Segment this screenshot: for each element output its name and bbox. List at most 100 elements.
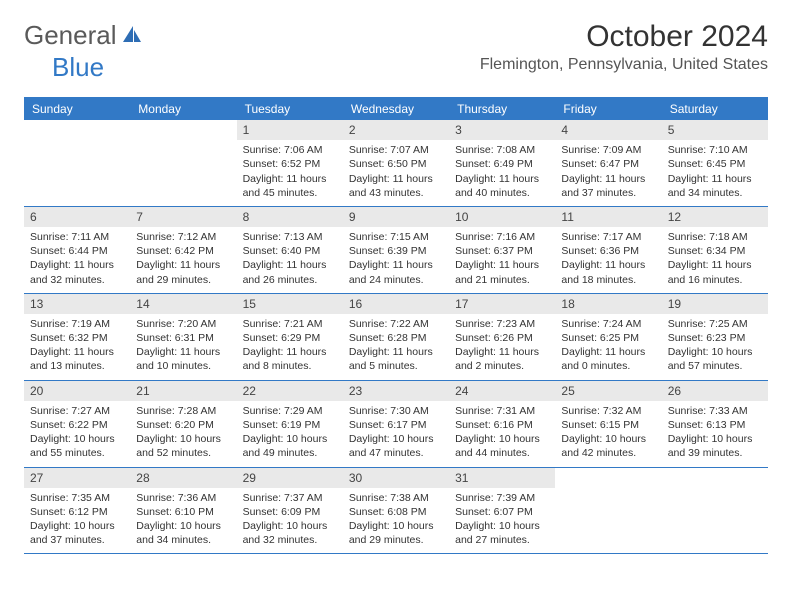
month-title: October 2024 — [480, 20, 768, 54]
sunset-text: Sunset: 6:17 PM — [349, 418, 443, 432]
sunrise-text: Sunrise: 7:06 AM — [243, 143, 337, 157]
cell-body: Sunrise: 7:25 AMSunset: 6:23 PMDaylight:… — [662, 314, 768, 380]
calendar-cell: 19Sunrise: 7:25 AMSunset: 6:23 PMDayligh… — [662, 294, 768, 380]
calendar-cell — [24, 120, 130, 206]
sunset-text: Sunset: 6:31 PM — [136, 331, 230, 345]
sunrise-text: Sunrise: 7:08 AM — [455, 143, 549, 157]
logo: General — [24, 20, 143, 51]
sunset-text: Sunset: 6:10 PM — [136, 505, 230, 519]
cell-body: Sunrise: 7:33 AMSunset: 6:13 PMDaylight:… — [662, 401, 768, 467]
week-row: 27Sunrise: 7:35 AMSunset: 6:12 PMDayligh… — [24, 468, 768, 555]
calendar-cell: 24Sunrise: 7:31 AMSunset: 6:16 PMDayligh… — [449, 381, 555, 467]
day-number: 12 — [662, 207, 768, 227]
day-number: 21 — [130, 381, 236, 401]
calendar-cell: 22Sunrise: 7:29 AMSunset: 6:19 PMDayligh… — [237, 381, 343, 467]
day-number: 11 — [555, 207, 661, 227]
cell-body: Sunrise: 7:07 AMSunset: 6:50 PMDaylight:… — [343, 140, 449, 206]
sunset-text: Sunset: 6:34 PM — [668, 244, 762, 258]
sunset-text: Sunset: 6:23 PM — [668, 331, 762, 345]
day-header-fri: Friday — [555, 98, 661, 120]
day-number: 1 — [237, 120, 343, 140]
day-number: 8 — [237, 207, 343, 227]
daylight-text: Daylight: 11 hours and 45 minutes. — [243, 172, 337, 200]
sunrise-text: Sunrise: 7:09 AM — [561, 143, 655, 157]
logo-sail-icon — [121, 24, 143, 44]
sunrise-text: Sunrise: 7:10 AM — [668, 143, 762, 157]
sunset-text: Sunset: 6:09 PM — [243, 505, 337, 519]
cell-body: Sunrise: 7:29 AMSunset: 6:19 PMDaylight:… — [237, 401, 343, 467]
calendar-cell — [662, 468, 768, 554]
sunset-text: Sunset: 6:52 PM — [243, 157, 337, 171]
sunset-text: Sunset: 6:22 PM — [30, 418, 124, 432]
day-header-mon: Monday — [130, 98, 236, 120]
daylight-text: Daylight: 11 hours and 5 minutes. — [349, 345, 443, 373]
daylight-text: Daylight: 10 hours and 42 minutes. — [561, 432, 655, 460]
day-number: 9 — [343, 207, 449, 227]
sunrise-text: Sunrise: 7:18 AM — [668, 230, 762, 244]
sunset-text: Sunset: 6:29 PM — [243, 331, 337, 345]
sunset-text: Sunset: 6:36 PM — [561, 244, 655, 258]
daylight-text: Daylight: 10 hours and 29 minutes. — [349, 519, 443, 547]
sunrise-text: Sunrise: 7:15 AM — [349, 230, 443, 244]
cell-body: Sunrise: 7:17 AMSunset: 6:36 PMDaylight:… — [555, 227, 661, 293]
day-number: 7 — [130, 207, 236, 227]
calendar-cell: 26Sunrise: 7:33 AMSunset: 6:13 PMDayligh… — [662, 381, 768, 467]
daylight-text: Daylight: 10 hours and 57 minutes. — [668, 345, 762, 373]
daylight-text: Daylight: 11 hours and 32 minutes. — [30, 258, 124, 286]
location-text: Flemington, Pennsylvania, United States — [480, 56, 768, 74]
day-number: 3 — [449, 120, 555, 140]
sunset-text: Sunset: 6:39 PM — [349, 244, 443, 258]
day-number: 22 — [237, 381, 343, 401]
sunset-text: Sunset: 6:47 PM — [561, 157, 655, 171]
sunrise-text: Sunrise: 7:38 AM — [349, 491, 443, 505]
sunrise-text: Sunrise: 7:28 AM — [136, 404, 230, 418]
calendar-cell — [130, 120, 236, 206]
daylight-text: Daylight: 11 hours and 26 minutes. — [243, 258, 337, 286]
calendar-cell: 20Sunrise: 7:27 AMSunset: 6:22 PMDayligh… — [24, 381, 130, 467]
calendar-cell: 27Sunrise: 7:35 AMSunset: 6:12 PMDayligh… — [24, 468, 130, 554]
sunrise-text: Sunrise: 7:24 AM — [561, 317, 655, 331]
sunset-text: Sunset: 6:19 PM — [243, 418, 337, 432]
logo-text-general: General — [24, 20, 117, 51]
daylight-text: Daylight: 10 hours and 34 minutes. — [136, 519, 230, 547]
cell-body: Sunrise: 7:15 AMSunset: 6:39 PMDaylight:… — [343, 227, 449, 293]
sunset-text: Sunset: 6:45 PM — [668, 157, 762, 171]
daylight-text: Daylight: 11 hours and 16 minutes. — [668, 258, 762, 286]
day-header-thu: Thursday — [449, 98, 555, 120]
cell-body: Sunrise: 7:31 AMSunset: 6:16 PMDaylight:… — [449, 401, 555, 467]
daylight-text: Daylight: 11 hours and 29 minutes. — [136, 258, 230, 286]
sunrise-text: Sunrise: 7:17 AM — [561, 230, 655, 244]
daylight-text: Daylight: 10 hours and 37 minutes. — [30, 519, 124, 547]
sunrise-text: Sunrise: 7:39 AM — [455, 491, 549, 505]
day-number: 6 — [24, 207, 130, 227]
daylight-text: Daylight: 10 hours and 55 minutes. — [30, 432, 124, 460]
week-row: 1Sunrise: 7:06 AMSunset: 6:52 PMDaylight… — [24, 120, 768, 207]
cell-body: Sunrise: 7:30 AMSunset: 6:17 PMDaylight:… — [343, 401, 449, 467]
daylight-text: Daylight: 11 hours and 34 minutes. — [668, 172, 762, 200]
day-number: 4 — [555, 120, 661, 140]
calendar-cell: 2Sunrise: 7:07 AMSunset: 6:50 PMDaylight… — [343, 120, 449, 206]
calendar-cell: 31Sunrise: 7:39 AMSunset: 6:07 PMDayligh… — [449, 468, 555, 554]
sunset-text: Sunset: 6:37 PM — [455, 244, 549, 258]
sunrise-text: Sunrise: 7:27 AM — [30, 404, 124, 418]
sunrise-text: Sunrise: 7:11 AM — [30, 230, 124, 244]
sunset-text: Sunset: 6:40 PM — [243, 244, 337, 258]
calendar-cell: 29Sunrise: 7:37 AMSunset: 6:09 PMDayligh… — [237, 468, 343, 554]
day-number: 26 — [662, 381, 768, 401]
sunset-text: Sunset: 6:49 PM — [455, 157, 549, 171]
sunrise-text: Sunrise: 7:35 AM — [30, 491, 124, 505]
calendar-cell: 25Sunrise: 7:32 AMSunset: 6:15 PMDayligh… — [555, 381, 661, 467]
sunset-text: Sunset: 6:28 PM — [349, 331, 443, 345]
sunrise-text: Sunrise: 7:20 AM — [136, 317, 230, 331]
sunrise-text: Sunrise: 7:13 AM — [243, 230, 337, 244]
cell-body: Sunrise: 7:24 AMSunset: 6:25 PMDaylight:… — [555, 314, 661, 380]
calendar-cell: 17Sunrise: 7:23 AMSunset: 6:26 PMDayligh… — [449, 294, 555, 380]
sunrise-text: Sunrise: 7:32 AM — [561, 404, 655, 418]
day-number: 5 — [662, 120, 768, 140]
daylight-text: Daylight: 11 hours and 10 minutes. — [136, 345, 230, 373]
calendar-cell: 5 Sunrise: 7:10 AMSunset: 6:45 PMDaylight… — [662, 120, 768, 206]
daylight-text: Daylight: 11 hours and 24 minutes. — [349, 258, 443, 286]
sunset-text: Sunset: 6:42 PM — [136, 244, 230, 258]
sunrise-text: Sunrise: 7:31 AM — [455, 404, 549, 418]
cell-body: Sunrise: 7:06 AMSunset: 6:52 PMDaylight:… — [237, 140, 343, 206]
